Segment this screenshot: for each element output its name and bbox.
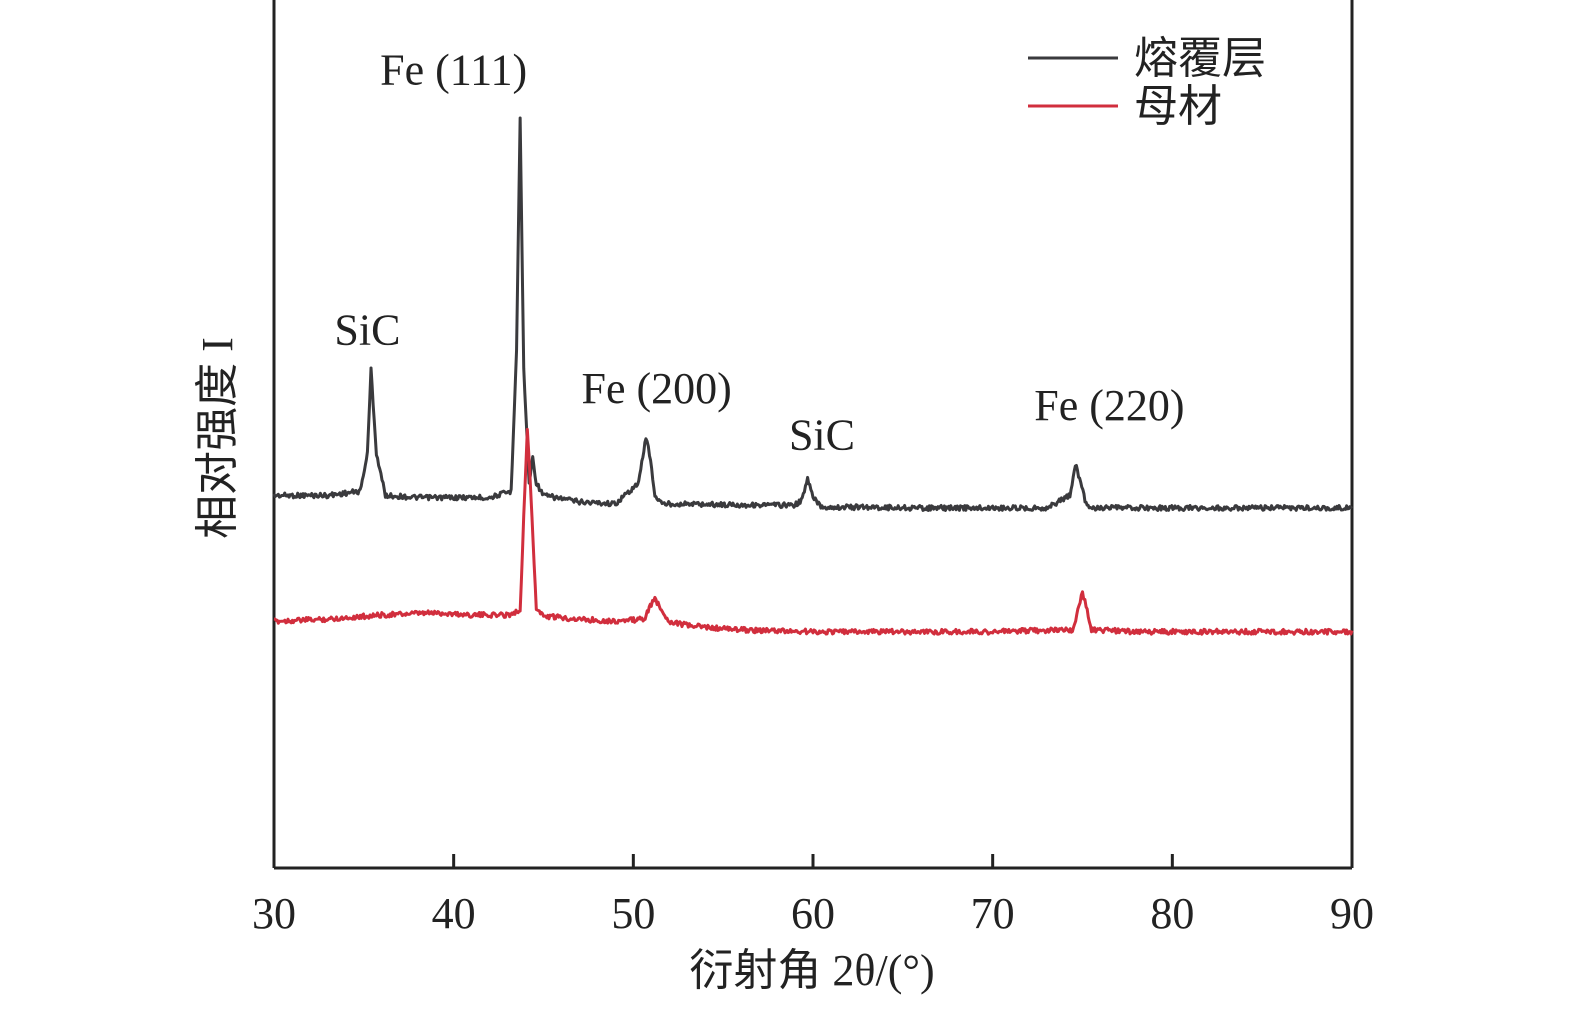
x-tick-label: 60	[791, 889, 835, 938]
y-axis-title: 相对强度 I	[193, 337, 242, 539]
x-tick-label: 40	[432, 889, 476, 938]
x-tick-label: 80	[1150, 889, 1194, 938]
peak-annotation: Fe (111)	[380, 45, 527, 94]
x-tick-label: 50	[611, 889, 655, 938]
annotation-layer: SiC Fe (111) Fe (200) SiC Fe (220)	[334, 45, 1184, 459]
series-line-1	[272, 116, 1354, 512]
x-axis-title: 衍射角 2θ/(°)	[689, 946, 934, 995]
peak-annotation: Fe (200)	[582, 364, 732, 413]
x-tick-label: 70	[971, 889, 1015, 938]
peak-annotation: SiC	[789, 410, 855, 459]
peak-annotation: SiC	[334, 305, 400, 354]
series-layer	[272, 116, 1354, 636]
legend-label-2: 母材	[1134, 82, 1222, 131]
peak-annotation: Fe (220)	[1034, 381, 1184, 430]
legend-label-1: 熔覆层	[1134, 34, 1266, 83]
x-tick-label: 90	[1330, 889, 1374, 938]
series-line-2	[273, 427, 1354, 636]
x-tick-label: 30	[252, 889, 296, 938]
tick-layer: 30 40 50 60 70 80 90	[252, 854, 1374, 938]
